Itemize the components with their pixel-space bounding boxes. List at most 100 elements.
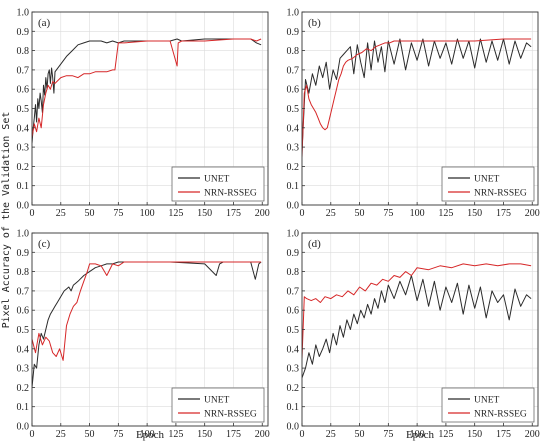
y-tick-label: 0.5	[287, 325, 300, 336]
y-tick-label: 0.7	[17, 65, 30, 76]
y-tick-label: 0.8	[287, 267, 300, 278]
x-tick-label: 175	[226, 429, 241, 440]
x-tick-label: 125	[168, 208, 183, 219]
x-tick-label: 200	[255, 429, 270, 440]
y-tick-label: 1.0	[287, 229, 300, 240]
series-line-nrn-rsseg	[302, 38, 532, 157]
y-tick-label: 0.4	[17, 123, 30, 134]
x-tick-label: 150	[197, 208, 212, 219]
x-tick-label: 0	[30, 208, 35, 219]
y-tick-label: 0.1	[287, 402, 300, 413]
x-tick-label: 0	[300, 208, 305, 219]
legend: UNET NRN-RSSEG	[171, 387, 265, 423]
legend-label: UNET	[204, 396, 230, 406]
y-tick-label: 0.9	[287, 27, 300, 38]
y-axis-label: Pixel Accuracy of the Validation Set	[1, 112, 12, 329]
x-tick-label: 200	[525, 429, 540, 440]
y-tick-label: 0.6	[287, 306, 300, 317]
x-tick-label: 175	[226, 208, 241, 219]
panel-label: (c)	[38, 238, 51, 250]
x-tick-label: 150	[467, 429, 482, 440]
series-line-unet	[32, 261, 262, 388]
x-tick-label: 125	[168, 429, 183, 440]
x-tick-label: 150	[467, 208, 482, 219]
x-tick-label: 125	[438, 208, 453, 219]
x-tick-label: 175	[496, 429, 511, 440]
y-tick-label: 0.5	[17, 325, 30, 336]
x-tick-label: 125	[438, 429, 453, 440]
legend-label: NRN-RSSEG	[204, 410, 257, 420]
x-tick-label: 75	[113, 208, 123, 219]
legend: UNET NRN-RSSEG	[441, 387, 535, 423]
y-tick-label: 0.3	[17, 143, 30, 154]
y-tick-label: 0.2	[287, 162, 300, 173]
y-tick-label: 1.0	[17, 229, 30, 240]
x-axis-label: Epoch	[136, 429, 165, 441]
x-axis-label: Epoch	[406, 429, 435, 441]
y-tick-label: 1.0	[287, 8, 300, 19]
legend-label: NRN-RSSEG	[474, 410, 527, 420]
y-tick-label: 0.8	[287, 46, 300, 57]
x-tick-label: 0	[300, 429, 305, 440]
y-tick-label: 0.1	[17, 402, 30, 413]
legend-label: UNET	[474, 396, 500, 406]
legend-label: NRN-RSSEG	[474, 189, 527, 199]
x-tick-label: 200	[255, 208, 270, 219]
y-tick-label: 0.5	[17, 104, 30, 115]
series-line-nrn-rsseg	[32, 261, 262, 361]
x-tick-label: 100	[410, 208, 425, 219]
y-tick-label: 0.0	[287, 201, 300, 212]
panel-label: (a)	[38, 17, 51, 29]
y-tick-label: 0.9	[17, 248, 30, 259]
series-line-unet	[302, 275, 532, 378]
y-tick-label: 0.8	[17, 267, 30, 278]
y-tick-label: 0.8	[17, 46, 30, 57]
x-tick-label: 25	[326, 429, 336, 440]
legend-label: NRN-RSSEG	[204, 189, 257, 199]
x-tick-label: 50	[355, 429, 365, 440]
x-tick-label: 25	[56, 208, 66, 219]
legend: UNET NRN-RSSEG	[441, 166, 535, 202]
x-tick-label: 75	[383, 208, 393, 219]
x-tick-label: 50	[355, 208, 365, 219]
y-tick-label: 0.0	[287, 422, 300, 433]
y-tick-label: 0.6	[287, 85, 300, 96]
series-line-nrn-rsseg	[32, 38, 262, 138]
x-tick-label: 100	[140, 429, 155, 440]
x-tick-label: 50	[85, 208, 95, 219]
y-tick-label: 0.0	[17, 201, 30, 212]
x-tick-label: 150	[197, 429, 212, 440]
y-tick-label: 0.6	[17, 85, 30, 96]
y-tick-label: 0.2	[17, 383, 30, 394]
series-line-unet	[302, 38, 532, 152]
x-tick-label: 50	[85, 429, 95, 440]
panel-c: 0.0 0.1 0.2 0.3 0.4 0.5 0.6 0.7 0.8 0.9 1.0 0 25 50 75…	[17, 229, 270, 441]
x-tick-label: 200	[525, 208, 540, 219]
legend-label: UNET	[204, 175, 230, 185]
y-tick-label: 0.5	[287, 104, 300, 115]
x-tick-label: 75	[113, 429, 123, 440]
y-tick-label: 0.7	[287, 65, 300, 76]
y-tick-label: 0.6	[17, 306, 30, 317]
y-tick-label: 0.4	[287, 344, 300, 355]
y-tick-label: 0.1	[17, 181, 30, 192]
y-tick-label: 0.4	[287, 123, 300, 134]
y-tick-label: 1.0	[17, 8, 30, 19]
panel-d: 0.0 0.1 0.2 0.3 0.4 0.5 0.6 0.7 0.8 0.9 1.0 0 25 50 75…	[287, 229, 540, 441]
y-tick-label: 0.2	[287, 383, 300, 394]
series-line-unet	[32, 38, 262, 144]
panel-label: (d)	[308, 238, 321, 250]
y-tick-label: 0.4	[17, 344, 30, 355]
x-tick-label: 75	[383, 429, 393, 440]
panel-a: 0.0 0.1 0.2 0.3 0.4 0.5 0.6 0.7 0.8 0.9 1.0 0 25 50 75…	[17, 8, 270, 220]
x-tick-label: 100	[410, 429, 425, 440]
y-tick-label: 0.3	[17, 364, 30, 375]
x-tick-label: 175	[496, 208, 511, 219]
x-tick-label: 0	[30, 429, 35, 440]
x-tick-label: 25	[326, 208, 336, 219]
x-tick-label: 100	[140, 208, 155, 219]
y-tick-label: 0.2	[17, 162, 30, 173]
y-tick-label: 0.7	[17, 286, 30, 297]
y-tick-label: 0.9	[287, 248, 300, 259]
